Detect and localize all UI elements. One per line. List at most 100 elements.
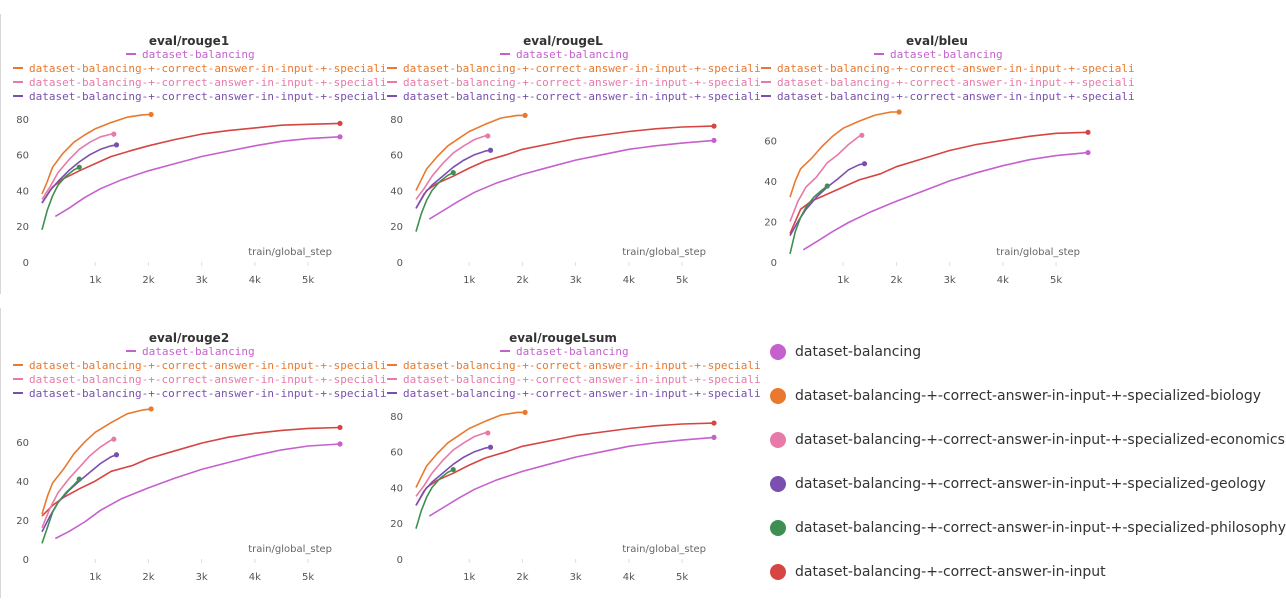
legend-label[interactable]: dataset-balancing	[890, 48, 1003, 61]
x-tick-label: 5k	[302, 572, 314, 583]
series-line-dataset-balancing[interactable]	[802, 151, 1089, 251]
legend-label[interactable]: dataset-balancing-+-correct-answer-in-in…	[29, 373, 387, 386]
legend-label[interactable]: dataset-balancing-+-correct-answer-in-in…	[29, 359, 387, 372]
series-endpoint-geology[interactable]	[113, 452, 120, 458]
legend-label[interactable]: dataset-balancing	[142, 345, 255, 358]
chart-panel-rouge1: eval/rouge1 dataset-balancing dataset-bala…	[0, 28, 387, 286]
series-line-correct-answer[interactable]	[415, 422, 715, 506]
series-endpoint-biology[interactable]	[148, 406, 154, 412]
series-endpoint-philosophy[interactable]	[76, 476, 82, 482]
series-line-economics[interactable]	[41, 438, 115, 529]
series-line-biology[interactable]	[41, 408, 152, 515]
series-line-correct-answer[interactable]	[789, 131, 1089, 234]
x-tick-label: 1k	[837, 275, 849, 286]
x-axis-label: train/global_step	[248, 544, 332, 555]
legend-label[interactable]: dataset-balancing-+-correct-answer-in-in…	[29, 90, 387, 103]
legend-item[interactable]: dataset-balancing-+-correct-answer-in-in…	[768, 374, 1286, 418]
series-line-geology[interactable]	[415, 149, 491, 209]
legend-item-label: dataset-balancing-+-correct-answer-in-in…	[795, 564, 1106, 580]
series-endpoint-philosophy[interactable]	[824, 183, 830, 189]
run-legend: dataset-balancing dataset-balancing-+-cor…	[768, 330, 1286, 594]
series-line-geology[interactable]	[41, 144, 117, 204]
series-line-philosophy[interactable]	[41, 478, 80, 544]
series-line-dataset-balancing[interactable]	[54, 443, 341, 540]
series-line-dataset-balancing[interactable]	[428, 436, 715, 517]
legend-item[interactable]: dataset-balancing	[768, 330, 1286, 374]
legend-label[interactable]: dataset-balancing	[516, 48, 629, 61]
y-tick-label: 60	[16, 151, 29, 162]
legend-label[interactable]: dataset-balancing-+-correct-answer-in-in…	[777, 90, 1135, 103]
series-line-philosophy[interactable]	[415, 468, 454, 529]
series-endpoint-geology[interactable]	[113, 142, 120, 148]
legend-label[interactable]: dataset-balancing-+-correct-answer-in-in…	[29, 387, 387, 400]
series-endpoint-economics[interactable]	[485, 133, 491, 139]
series-endpoint-geology[interactable]	[487, 444, 494, 450]
legend-label[interactable]: dataset-balancing-+-correct-answer-in-in…	[403, 359, 761, 372]
series-line-correct-answer[interactable]	[415, 125, 715, 209]
series-endpoint-correct-answer[interactable]	[337, 424, 343, 431]
legend-item[interactable]: dataset-balancing-+-correct-answer-in-in…	[768, 506, 1286, 550]
legend-label[interactable]: dataset-balancing	[142, 48, 255, 61]
series-line-biology[interactable]	[41, 113, 152, 195]
legend-label[interactable]: dataset-balancing-+-correct-answer-in-in…	[403, 62, 761, 75]
series-line-biology[interactable]	[415, 114, 526, 191]
series-endpoint-economics[interactable]	[485, 430, 491, 436]
series-endpoint-dataset-balancing[interactable]	[337, 134, 343, 140]
legend-label[interactable]: dataset-balancing-+-correct-answer-in-in…	[29, 62, 387, 75]
series-line-philosophy[interactable]	[415, 171, 454, 232]
legend-label[interactable]: dataset-balancing-+-correct-answer-in-in…	[403, 387, 761, 400]
x-tick-label: 2k	[516, 572, 528, 583]
series-line-philosophy[interactable]	[789, 185, 828, 255]
series-line-geology[interactable]	[789, 162, 865, 237]
series-line-philosophy[interactable]	[41, 166, 80, 231]
series-endpoint-philosophy[interactable]	[76, 164, 82, 170]
series-endpoint-economics[interactable]	[111, 131, 117, 137]
legend-item[interactable]: dataset-balancing-+-correct-answer-in-in…	[768, 550, 1286, 594]
series-endpoint-dataset-balancing[interactable]	[1085, 149, 1091, 156]
series-endpoint-dataset-balancing[interactable]	[337, 441, 343, 447]
legend-label[interactable]: dataset-balancing-+-correct-answer-in-in…	[403, 76, 761, 89]
series-line-dataset-balancing[interactable]	[428, 139, 715, 220]
series-endpoint-biology[interactable]	[522, 112, 528, 118]
legend-item[interactable]: dataset-balancing-+-correct-answer-in-in…	[768, 418, 1286, 462]
legend-item-label: dataset-balancing	[795, 344, 922, 360]
series-line-geology[interactable]	[41, 453, 117, 533]
series-endpoint-biology[interactable]	[896, 109, 902, 115]
legend-label[interactable]: dataset-balancing-+-correct-answer-in-in…	[29, 76, 387, 89]
series-line-economics[interactable]	[415, 432, 488, 497]
legend-dot-icon	[770, 564, 786, 580]
series-endpoint-correct-answer[interactable]	[337, 120, 343, 127]
series-endpoint-geology[interactable]	[487, 147, 494, 153]
legend-label[interactable]: dataset-balancing-+-correct-answer-in-in…	[403, 373, 761, 386]
series-endpoint-correct-answer[interactable]	[1085, 129, 1091, 135]
series-line-correct-answer[interactable]	[41, 426, 341, 517]
legend-label[interactable]: dataset-balancing	[516, 345, 629, 358]
series-line-economics[interactable]	[41, 133, 114, 200]
legend-label[interactable]: dataset-balancing-+-correct-answer-in-in…	[403, 90, 761, 103]
x-tick-label: 5k	[676, 572, 688, 583]
series-line-economics[interactable]	[789, 134, 863, 222]
series-endpoint-philosophy[interactable]	[450, 466, 456, 473]
series-line-geology[interactable]	[415, 446, 491, 506]
series-line-dataset-balancing[interactable]	[54, 136, 341, 218]
legend-dot-icon	[770, 432, 786, 448]
series-endpoint-economics[interactable]	[859, 132, 865, 138]
legend-label[interactable]: dataset-balancing-+-correct-answer-in-in…	[777, 76, 1135, 89]
series-endpoint-philosophy[interactable]	[450, 169, 456, 176]
legend-item[interactable]: dataset-balancing-+-correct-answer-in-in…	[768, 462, 1286, 506]
series-line-biology[interactable]	[789, 111, 900, 198]
x-axis-label: train/global_step	[622, 544, 706, 555]
series-endpoint-dataset-balancing[interactable]	[711, 137, 717, 143]
x-tick-label: 3k	[570, 275, 582, 286]
legend-label[interactable]: dataset-balancing-+-correct-answer-in-in…	[777, 62, 1135, 75]
series-endpoint-correct-answer[interactable]	[711, 123, 717, 129]
series-endpoint-dataset-balancing[interactable]	[711, 434, 717, 440]
series-endpoint-biology[interactable]	[522, 409, 528, 415]
series-line-biology[interactable]	[415, 411, 526, 488]
series-line-correct-answer[interactable]	[41, 122, 341, 204]
series-endpoint-geology[interactable]	[861, 161, 868, 167]
series-line-economics[interactable]	[415, 135, 488, 200]
series-endpoint-biology[interactable]	[148, 111, 154, 118]
series-endpoint-economics[interactable]	[111, 436, 117, 442]
series-endpoint-correct-answer[interactable]	[711, 420, 717, 426]
